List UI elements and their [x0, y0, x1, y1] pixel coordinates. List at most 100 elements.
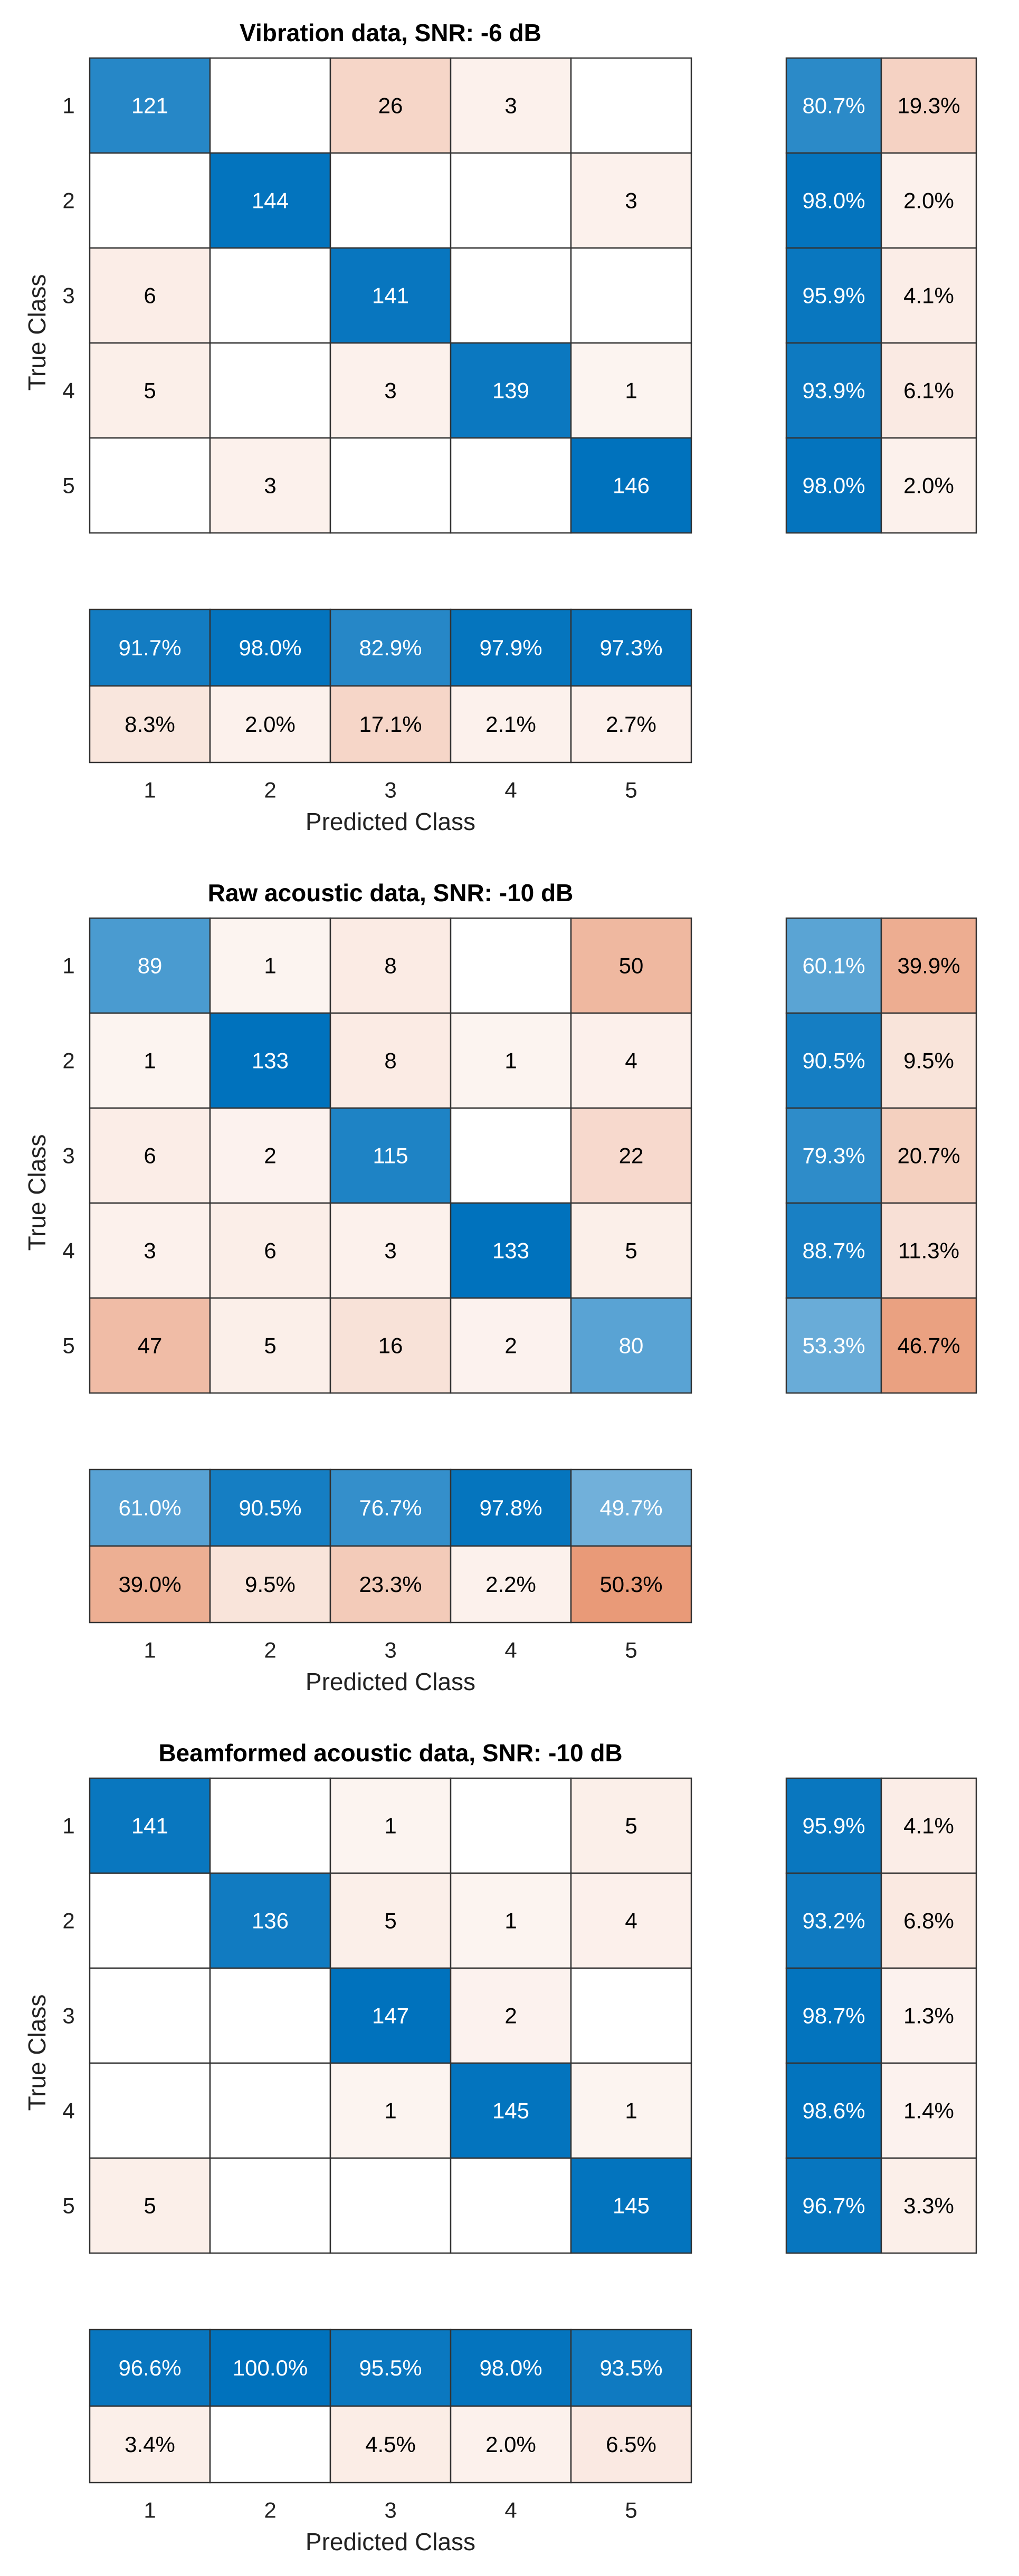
cell-value: 5 [144, 378, 156, 403]
cell-value: 8 [384, 953, 396, 978]
y-axis-label: True Class [23, 1134, 51, 1251]
row-summary-cell [785, 2062, 882, 2159]
cell-value: 133 [492, 1238, 529, 1263]
cell-value: 26 [378, 93, 403, 118]
y-axis-label: True Class [23, 1995, 51, 2111]
column-summary-cell [450, 2329, 572, 2407]
x-tick-label: 4 [504, 1638, 517, 1663]
column-summary-cell [329, 685, 452, 764]
cell-value: 145 [492, 2098, 529, 2123]
y-tick-label: 4 [62, 1238, 74, 1263]
column-summary-cell [89, 685, 211, 764]
row-summary-cell [785, 57, 882, 154]
column-summary-cell [209, 608, 331, 687]
row-summary-cell [785, 342, 882, 439]
matrix-cell [89, 247, 211, 344]
column-summary-cell [570, 2329, 692, 2407]
matrix-cell [570, 2062, 692, 2159]
cell-value: 5 [144, 2193, 156, 2218]
column-summary-value: 2.0% [245, 712, 296, 737]
column-summary-value: 98.0% [479, 2355, 542, 2380]
matrix-cell [329, 57, 452, 154]
row-summary-cell [785, 2157, 882, 2254]
matrix-cell [329, 1872, 452, 1969]
row-summary-cell [880, 1202, 977, 1299]
x-axis-label: Predicted Class [306, 2528, 475, 2555]
column-summary-cell [450, 608, 572, 687]
matrix-cell [89, 1107, 211, 1204]
cell-value: 5 [625, 1814, 637, 1838]
matrix-cell [450, 1967, 572, 2064]
row-summary-value: 88.7% [802, 1238, 865, 1263]
matrix-cell [570, 1297, 692, 1394]
matrix-cell [89, 152, 211, 249]
x-tick-label: 1 [144, 1638, 156, 1663]
column-summary-value: 97.8% [479, 1495, 542, 1520]
matrix-cell [89, 57, 211, 154]
cell-value: 2 [264, 1143, 276, 1168]
x-tick-label: 3 [384, 2498, 396, 2523]
row-summary-value: 98.0% [802, 473, 865, 498]
matrix-cell [209, 1967, 331, 2064]
cell-value: 1 [504, 1048, 517, 1073]
y-axis-label: True Class [23, 274, 51, 391]
matrix-cell [450, 247, 572, 344]
cell-value: 3 [264, 473, 276, 498]
cell-value: 141 [372, 283, 409, 308]
cell-value: 4 [625, 1048, 637, 1073]
column-summary-cell [89, 1545, 211, 1624]
row-summary-cell [880, 1967, 977, 2064]
row-summary-value: 4.1% [903, 1814, 954, 1838]
column-summary-value: 17.1% [359, 712, 422, 737]
column-summary-value: 4.5% [365, 2432, 416, 2457]
column-summary-value: 90.5% [239, 1495, 301, 1520]
cell-value: 3 [144, 1238, 156, 1263]
cell-value: 3 [504, 93, 517, 118]
matrix-cell [89, 1967, 211, 2064]
cell-value: 47 [138, 1333, 163, 1358]
column-summary-cell [329, 2329, 452, 2407]
column-summary-value: 6.5% [606, 2432, 656, 2457]
cell-value: 1 [144, 1048, 156, 1073]
x-tick-label: 5 [625, 778, 637, 803]
matrix-cell [570, 247, 692, 344]
matrix-cell [209, 1012, 331, 1109]
matrix-cell [570, 57, 692, 154]
matrix-cell [450, 437, 572, 534]
column-summary-value: 97.9% [479, 635, 542, 660]
cell-value: 3 [625, 188, 637, 213]
column-summary-cell [450, 2405, 572, 2484]
cell-value: 6 [144, 1143, 156, 1168]
row-summary-cell [880, 152, 977, 249]
row-summary-value: 11.3% [898, 1238, 959, 1263]
column-summary-value: 3.4% [125, 2432, 175, 2457]
matrix-cell [89, 1202, 211, 1299]
y-tick-label: 5 [62, 2193, 74, 2218]
column-summary-value: 61.0% [118, 1495, 181, 1520]
column-summary-cell [450, 1468, 572, 1547]
row-summary-cell [880, 57, 977, 154]
chart-title: Beamformed acoustic data, SNR: -10 dB [158, 1739, 622, 1767]
row-summary-value: 1.3% [903, 2003, 954, 2028]
cell-value: 1 [625, 2098, 637, 2123]
y-tick-label: 3 [62, 283, 74, 308]
cell-value: 5 [384, 1909, 396, 1933]
matrix-cell [450, 2157, 572, 2254]
column-summary-cell [329, 1468, 452, 1547]
cell-value: 3 [384, 378, 396, 403]
matrix-cell [570, 1012, 692, 1109]
row-summary-cell [880, 1872, 977, 1969]
row-summary-value: 2.0% [903, 473, 954, 498]
matrix-cell [450, 342, 572, 439]
matrix-cell [329, 437, 452, 534]
x-tick-label: 2 [264, 1638, 276, 1663]
row-summary-value: 2.0% [903, 188, 954, 213]
row-summary-cell [880, 1777, 977, 1874]
row-summary-value: 80.7% [802, 93, 865, 118]
row-summary-cell [785, 1107, 882, 1204]
row-summary-value: 98.6% [802, 2098, 865, 2123]
column-summary-cell [570, 685, 692, 764]
matrix-cell [209, 247, 331, 344]
cell-value: 2 [504, 2003, 517, 2028]
x-tick-label: 3 [384, 1638, 396, 1663]
